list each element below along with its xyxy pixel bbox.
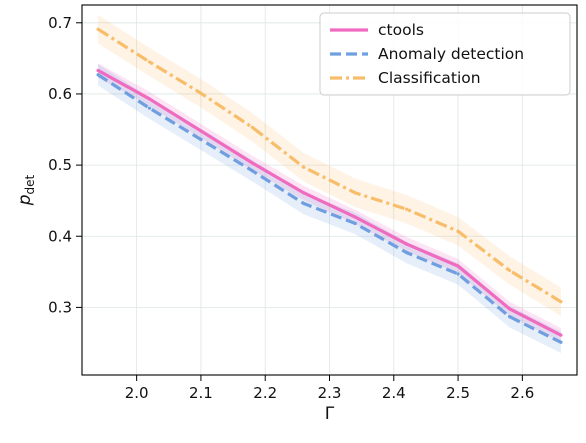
point-series-1-1 <box>147 106 152 110</box>
band-series-1 <box>98 64 561 353</box>
x-tick-label-0: 2.0 <box>125 384 149 402</box>
y-axis-label-main: p <box>15 194 35 206</box>
point-series-2-1 <box>147 60 152 64</box>
point-series-1-2 <box>199 137 203 142</box>
y-tick-label-1: 0.4 <box>48 227 72 245</box>
line-series-0 <box>97 69 562 337</box>
point-series-0-2 <box>199 129 203 133</box>
legend: ctools Anomaly detection Classification <box>319 12 571 96</box>
x-axis-label: Γ <box>325 404 335 424</box>
point-series-1-5 <box>353 221 357 226</box>
point-series-0-1 <box>147 97 152 101</box>
points-series-2 <box>96 27 563 304</box>
x-tick-label-3: 2.3 <box>318 384 342 402</box>
point-series-2-5 <box>353 191 357 195</box>
confidence-bands <box>98 14 561 353</box>
points-series-0 <box>96 68 563 337</box>
band-series-0 <box>98 63 561 343</box>
legend-label-1: Anomaly detection <box>378 45 524 63</box>
point-series-0-0 <box>96 68 100 73</box>
point-series-0-3 <box>250 161 254 165</box>
y-axis-label: pdet <box>15 174 37 206</box>
legend-label-0: ctools <box>378 21 424 39</box>
points-series-1 <box>96 73 563 344</box>
point-series-0-7 <box>456 264 460 268</box>
x-tick-label-2: 2.2 <box>253 384 277 402</box>
point-series-2-2 <box>199 91 203 95</box>
point-series-0-6 <box>405 242 409 246</box>
point-series-2-4 <box>302 165 306 169</box>
x-tick-label-6: 2.6 <box>510 384 534 402</box>
legend-box <box>319 12 571 96</box>
point-series-2-3 <box>250 125 254 129</box>
y-axis-ticks: 0.3 0.4 0.5 0.6 0.7 <box>48 14 82 316</box>
point-series-1-3 <box>250 169 254 173</box>
point-series-1-9 <box>559 340 563 344</box>
y-tick-label-0: 0.3 <box>48 298 72 316</box>
y-tick-label-3: 0.6 <box>48 85 72 103</box>
y-axis-label-subscript: det <box>23 174 37 194</box>
point-series-0-9 <box>559 333 563 337</box>
x-axis-ticks: 2.0 2.1 2.2 2.3 2.4 2.5 2.6 <box>125 375 534 402</box>
x-tick-label-1: 2.1 <box>189 384 213 402</box>
point-series-2-8 <box>507 268 512 273</box>
point-series-1-4 <box>302 201 306 206</box>
band-series-2 <box>98 14 561 316</box>
y-tick-label-4: 0.7 <box>48 14 72 32</box>
point-series-0-5 <box>353 215 357 219</box>
point-series-2-6 <box>405 207 409 211</box>
point-series-1-7 <box>456 272 460 276</box>
point-series-1-8 <box>507 315 512 319</box>
point-series-0-8 <box>507 307 512 311</box>
point-series-0-4 <box>302 191 306 195</box>
point-series-1-6 <box>405 251 409 255</box>
point-series-2-7 <box>456 229 460 233</box>
y-tick-label-2: 0.5 <box>48 156 72 174</box>
point-series-2-9 <box>559 300 563 304</box>
x-tick-label-4: 2.4 <box>382 384 406 402</box>
series-lines <box>96 27 563 344</box>
point-series-2-0 <box>96 27 100 31</box>
x-tick-label-5: 2.5 <box>446 384 470 402</box>
line-series-2 <box>97 27 562 304</box>
legend-label-2: Classification <box>378 69 481 87</box>
point-series-1-0 <box>96 73 100 77</box>
